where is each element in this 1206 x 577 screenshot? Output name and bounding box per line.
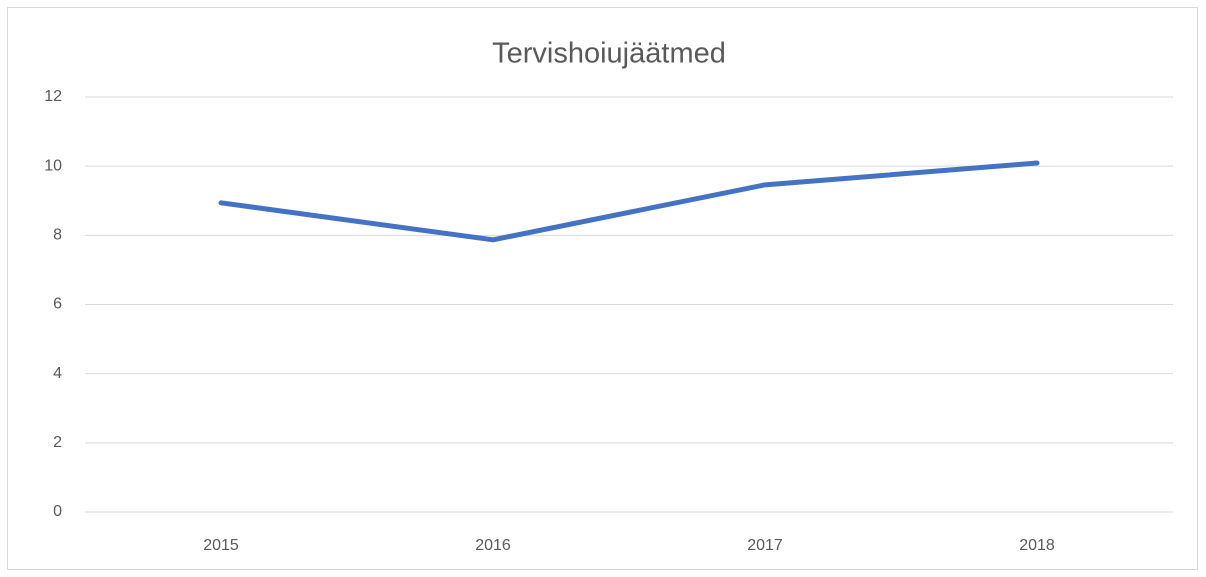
x-tick-label: 2016 bbox=[475, 537, 511, 554]
chart-title: Tervishoiujäätmed bbox=[492, 38, 726, 70]
y-tick-label: 8 bbox=[53, 227, 62, 244]
y-tick-label: 12 bbox=[44, 88, 62, 105]
y-tick-label: 6 bbox=[53, 296, 62, 313]
y-tick-label: 2 bbox=[53, 434, 62, 451]
y-tick-label: 4 bbox=[53, 365, 62, 382]
y-tick-label: 10 bbox=[44, 157, 62, 174]
x-tick-label: 2018 bbox=[1019, 537, 1055, 554]
line-series bbox=[218, 160, 1040, 243]
x-tick-label: 2017 bbox=[747, 537, 783, 554]
x-tick-label: 2015 bbox=[203, 537, 239, 554]
chart-border bbox=[7, 7, 1198, 570]
y-tick-label: 0 bbox=[53, 503, 62, 520]
